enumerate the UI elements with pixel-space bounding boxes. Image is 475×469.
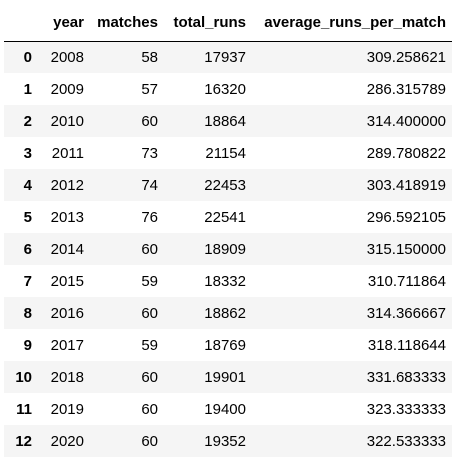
cell-average-runs: 289.780822 — [366, 144, 446, 162]
column-header-matches: matches — [90, 4, 164, 42]
cell-total-runs: 18862 — [204, 304, 246, 322]
cell-average-runs: 322.533333 — [366, 432, 446, 450]
cell-year: 2012 — [50, 176, 84, 194]
cell-average-runs: 331.683333 — [366, 368, 446, 386]
dataframe-output: year matches total_runs average_runs_per… — [4, 4, 452, 457]
column-header-year: year — [38, 4, 90, 42]
cell-average-runs: 310.711864 — [367, 272, 446, 290]
cell-matches: 60 — [141, 112, 158, 130]
cell-matches: 59 — [141, 272, 158, 290]
table-row: 1 2009 57 16320 286.315789 — [4, 73, 452, 105]
table-row: 9 2017 59 18769 318.118644 — [4, 329, 452, 361]
cell-total-runs: 17937 — [204, 48, 246, 66]
cell-year: 2008 — [50, 48, 84, 66]
cell-average-runs: 323.333333 — [366, 400, 446, 418]
row-index: 8 — [23, 304, 32, 322]
cell-matches: 76 — [141, 208, 158, 226]
cell-matches: 58 — [141, 48, 158, 66]
cell-year: 2018 — [50, 368, 84, 386]
table-row: 4 2012 74 22453 303.418919 — [4, 169, 452, 201]
cell-year: 2013 — [50, 208, 84, 226]
header-row: year matches total_runs average_runs_per… — [4, 4, 452, 42]
cell-total-runs: 22453 — [204, 176, 246, 194]
cell-total-runs: 18769 — [204, 336, 246, 354]
table-row: 11 2019 60 19400 323.333333 — [4, 393, 452, 425]
cell-average-runs: 303.418919 — [366, 176, 446, 194]
cell-total-runs: 19400 — [204, 400, 246, 418]
cell-average-runs: 286.315789 — [366, 80, 446, 98]
cell-average-runs: 296.592105 — [366, 208, 446, 226]
cell-matches: 73 — [141, 144, 158, 162]
table-row: 6 2014 60 18909 315.150000 — [4, 233, 452, 265]
column-header-average-runs-per-match: average_runs_per_match — [252, 4, 452, 42]
row-index: 9 — [23, 336, 32, 354]
cell-average-runs: 318.118644 — [367, 336, 446, 354]
cell-matches: 60 — [141, 304, 158, 322]
cell-total-runs: 21154 — [205, 144, 246, 162]
row-index: 5 — [23, 208, 32, 226]
cell-average-runs: 314.366667 — [366, 304, 446, 322]
cell-average-runs: 315.150000 — [366, 240, 446, 258]
cell-total-runs: 18332 — [204, 272, 246, 290]
table-row: 3 2011 73 21154 289.780822 — [4, 137, 452, 169]
cell-matches: 60 — [141, 240, 158, 258]
table-header: year matches total_runs average_runs_per… — [4, 4, 452, 42]
dataframe-table: year matches total_runs average_runs_per… — [4, 4, 452, 457]
table-row: 2 2010 60 18864 314.400000 — [4, 105, 452, 137]
table-row: 0 2008 58 17937 309.258621 — [4, 41, 452, 73]
cell-matches: 59 — [141, 336, 158, 354]
cell-year: 2020 — [50, 432, 84, 450]
cell-total-runs: 16320 — [204, 80, 246, 98]
cell-year: 2009 — [50, 80, 84, 98]
cell-average-runs: 309.258621 — [366, 48, 446, 66]
column-header-total-runs: total_runs — [164, 4, 252, 42]
row-index: 0 — [23, 48, 32, 66]
cell-year: 2014 — [50, 240, 84, 258]
row-index: 12 — [15, 432, 32, 450]
table-row: 8 2016 60 18862 314.366667 — [4, 297, 452, 329]
cell-total-runs: 19352 — [204, 432, 246, 450]
row-index: 6 — [23, 240, 32, 258]
row-index: 2 — [23, 112, 32, 130]
cell-matches: 60 — [141, 432, 158, 450]
cell-matches: 60 — [141, 368, 158, 386]
cell-matches: 74 — [141, 176, 158, 194]
cell-matches: 60 — [141, 400, 158, 418]
table-body: 0 2008 58 17937 309.258621 1 2009 57 163… — [4, 41, 452, 457]
row-index: 1 — [23, 80, 32, 98]
row-index: 7 — [23, 272, 32, 290]
row-index: 10 — [15, 368, 32, 386]
row-index: 3 — [23, 144, 32, 162]
cell-average-runs: 314.400000 — [366, 112, 446, 130]
cell-year: 2010 — [50, 112, 84, 130]
cell-year: 2017 — [50, 336, 84, 354]
row-index: 11 — [16, 400, 32, 418]
cell-total-runs: 19901 — [204, 368, 246, 386]
cell-year: 2015 — [50, 272, 84, 290]
table-row: 12 2020 60 19352 322.533333 — [4, 425, 452, 457]
cell-year: 2016 — [50, 304, 84, 322]
cell-total-runs: 18864 — [204, 112, 246, 130]
row-index: 4 — [23, 176, 32, 194]
cell-total-runs: 18909 — [204, 240, 246, 258]
table-row: 7 2015 59 18332 310.711864 — [4, 265, 452, 297]
cell-matches: 57 — [141, 80, 158, 98]
table-row: 10 2018 60 19901 331.683333 — [4, 361, 452, 393]
table-row: 5 2013 76 22541 296.592105 — [4, 201, 452, 233]
index-header — [4, 4, 38, 42]
cell-total-runs: 22541 — [204, 208, 246, 226]
cell-year: 2011 — [51, 144, 84, 162]
cell-year: 2019 — [50, 400, 84, 418]
